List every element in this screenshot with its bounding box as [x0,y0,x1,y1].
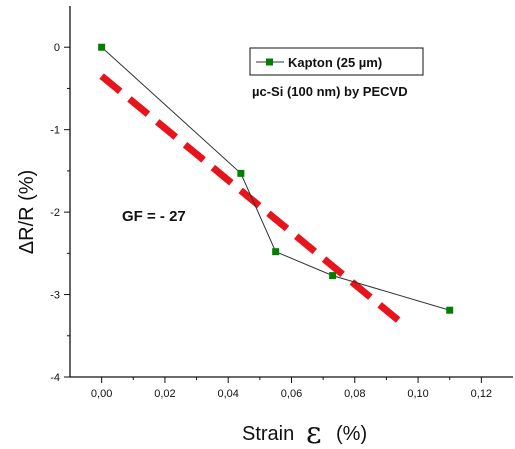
data-point-marker [272,248,280,256]
y-tick-label: -1 [50,125,60,137]
data-point-marker [329,272,337,280]
legend-marker-sample [266,58,273,66]
x-tick-label: 0,08 [344,388,365,400]
legend-subtitle: µc-Si (100 nm) by PECVD [252,84,408,99]
x-axis-epsilon: ε [306,416,322,449]
x-tick-label: 0,02 [154,388,175,400]
y-tick-label: -3 [50,290,60,302]
data-point-marker [237,169,245,177]
x-axis-title-text: Strain [242,423,294,445]
series-layer [98,43,454,314]
fit-line-layer [99,73,405,327]
x-axis-title: Strain ε (%) [242,416,367,449]
y-axis-title: ΔR/R (%) [16,170,38,254]
data-point-marker [446,306,454,314]
y-tick-label: 0 [54,42,60,54]
linear-fit-line [99,73,405,327]
y-tick-label: -2 [50,207,60,219]
x-axis-unit: (%) [336,423,367,445]
x-tick-label: 0,00 [91,388,112,400]
x-tick-label: 0,06 [281,388,302,400]
x-tick-label: 0,12 [471,388,492,400]
x-tick-label: 0,04 [218,388,239,400]
gauge-factor-annotation: GF = - 27 [122,208,186,225]
legend-series-label: Kapton (25 µm) [288,55,382,70]
legend: Kapton (25 µm) µc-Si (100 nm) by PECVD [249,47,424,99]
ticks-layer: 0,00 0,02 0,04 0,06 0,08 0,10 0,12 0 -1 -2 -3 -4 [50,42,492,400]
y-tick-label: -4 [50,372,60,384]
data-point-marker [98,43,106,51]
x-tick-label: 0,10 [407,388,428,400]
